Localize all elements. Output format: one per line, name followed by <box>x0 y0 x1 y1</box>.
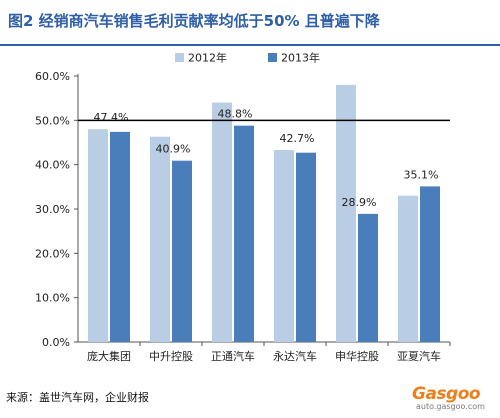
x-tick-label-5: 亚夏汽车 <box>397 349 441 363</box>
x-tick-label-2: 正通汽车 <box>211 349 255 363</box>
x-tick-label-4: 申华控股 <box>335 349 379 363</box>
bar-0-3 <box>274 150 294 342</box>
data-label-0: 47.4% <box>94 111 129 124</box>
bar-1-1 <box>172 160 192 342</box>
data-label-3: 42.7% <box>280 132 315 145</box>
bar-chart: 2012年 2013年 0.0% 10.0% 20.0% 30.0% 40.0% 50.0% 6… <box>35 51 451 363</box>
y-tick-label-3: 30.0% <box>35 203 70 216</box>
bar-0-0 <box>88 129 108 342</box>
bar-0-4 <box>336 84 356 342</box>
y-tick-label-1: 10.0% <box>35 292 70 305</box>
x-tick-label-0: 庞大集团 <box>87 349 131 363</box>
x-tick-label-1: 中升控股 <box>149 349 193 363</box>
bar-1-0 <box>110 131 130 342</box>
legend-label-1: 2013年 <box>281 51 320 65</box>
bar-0-2 <box>212 102 232 342</box>
gasgoo-watermark: Gasgoo auto.gasgoo.com <box>412 384 496 414</box>
bar-1-4 <box>358 213 378 342</box>
chart-title: 图2 经销商汽车销售毛利贡献率均低于50% 且普遍下降 <box>8 12 380 30</box>
legend-label-0: 2012年 <box>188 51 227 65</box>
y-tick-label-6: 60.0% <box>35 70 70 83</box>
bar-1-2 <box>234 125 254 342</box>
y-tick-label-0: 0.0% <box>42 336 70 349</box>
y-tick-label-2: 20.0% <box>35 247 70 260</box>
legend-swatch-1 <box>268 53 277 62</box>
data-label-1: 40.9% <box>156 143 191 156</box>
data-label-2: 48.8% <box>218 108 253 121</box>
bar-0-1 <box>150 136 170 342</box>
y-tick-label-4: 40.0% <box>35 159 70 172</box>
data-label-5: 35.1% <box>404 168 439 181</box>
source-note: 来源：盖世汽车网，企业财报 <box>6 391 149 404</box>
watermark-site: auto.gasgoo.com <box>416 402 485 411</box>
bar-1-3 <box>296 152 316 342</box>
watermark-logo: Gasgoo <box>412 384 481 404</box>
bar-1-5 <box>420 186 440 342</box>
y-tick-label-5: 50.0% <box>35 114 70 127</box>
chart-area: 2012年 2013年 0.0% 10.0% 20.0% 30.0% 40.0% 50.0% 6… <box>0 46 500 386</box>
title-bar: 图2 经销商汽车销售毛利贡献率均低于50% 且普遍下降 <box>0 0 500 46</box>
legend-swatch-0 <box>175 53 184 62</box>
bar-0-5 <box>398 195 418 342</box>
data-label-4: 28.9% <box>342 196 377 209</box>
x-tick-label-3: 永达汽车 <box>273 349 317 363</box>
